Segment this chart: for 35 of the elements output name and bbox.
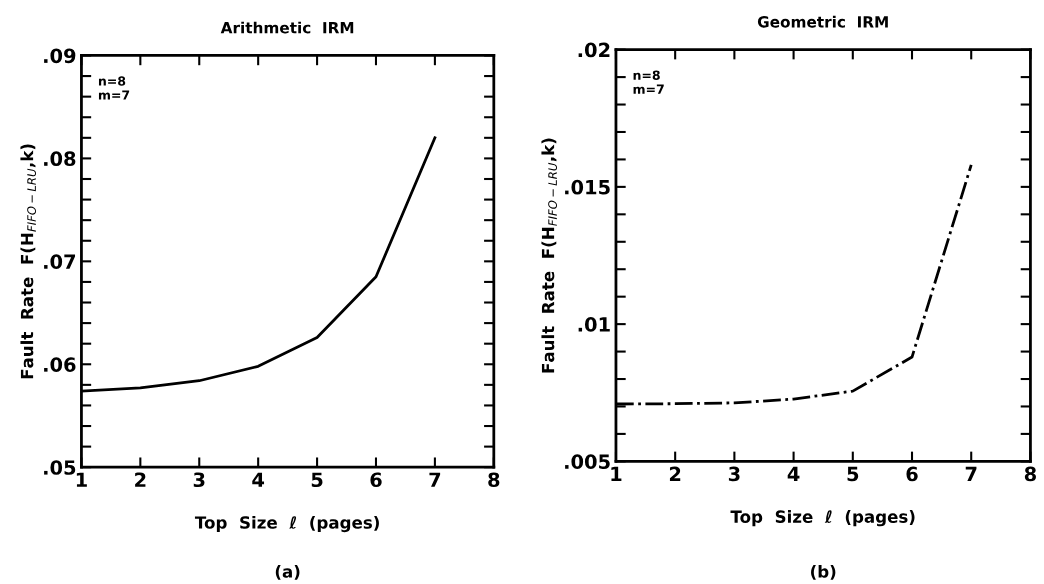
x-axis-title: Top Size ℓ (pages) bbox=[194, 515, 379, 533]
x-tick-label: 1 bbox=[76, 472, 87, 487]
x-tick-label: 8 bbox=[1024, 466, 1036, 482]
chart-title: Geometric IRM bbox=[757, 15, 888, 28]
y-tick-label: .01 bbox=[578, 317, 610, 332]
x-tick-label: 6 bbox=[906, 466, 918, 482]
y-tick-label: .005 bbox=[565, 454, 610, 470]
annotation: n=8 m=7 bbox=[633, 70, 664, 94]
y-axis-title: Fault Rate F(H$_{FIFO−LRU}$,k) bbox=[20, 144, 36, 379]
x-tick-label: 5 bbox=[311, 472, 323, 488]
x-tick-label: 7 bbox=[429, 472, 441, 487]
x-tick-label: 4 bbox=[252, 472, 265, 487]
text: (a) bbox=[275, 564, 300, 580]
y-tick-label: .08 bbox=[44, 151, 76, 167]
x-tick-label: 6 bbox=[370, 472, 382, 488]
y-axis-title: Fault Rate F(H$_{FIFO−LRU}$,k) bbox=[541, 138, 557, 373]
x-axis-title: Top Size ℓ (pages) bbox=[730, 510, 915, 527]
x-tick-label: 5 bbox=[847, 466, 859, 482]
x-tick-label: 1 bbox=[611, 466, 622, 481]
y-tick-label: .02 bbox=[578, 42, 610, 58]
chart-title: Arithmetic IRM bbox=[220, 21, 354, 34]
y-tick-label: .015 bbox=[565, 179, 610, 195]
y-tick-label: .07 bbox=[44, 254, 76, 269]
x-tick-label: 7 bbox=[965, 466, 977, 481]
x-tick-label: 2 bbox=[135, 472, 146, 487]
x-tick-label: 8 bbox=[488, 472, 500, 488]
y-tick-label: .06 bbox=[44, 357, 76, 372]
y-tick-label: .05 bbox=[44, 460, 76, 475]
x-tick-label: 2 bbox=[669, 466, 681, 481]
annotation: n=8 m=7 bbox=[98, 76, 130, 100]
y-tick-label: .09 bbox=[44, 48, 76, 64]
text: (b) bbox=[811, 564, 836, 580]
x-tick-label: 3 bbox=[728, 466, 740, 482]
x-tick-label: 3 bbox=[193, 472, 205, 488]
x-tick-label: 4 bbox=[787, 466, 800, 481]
